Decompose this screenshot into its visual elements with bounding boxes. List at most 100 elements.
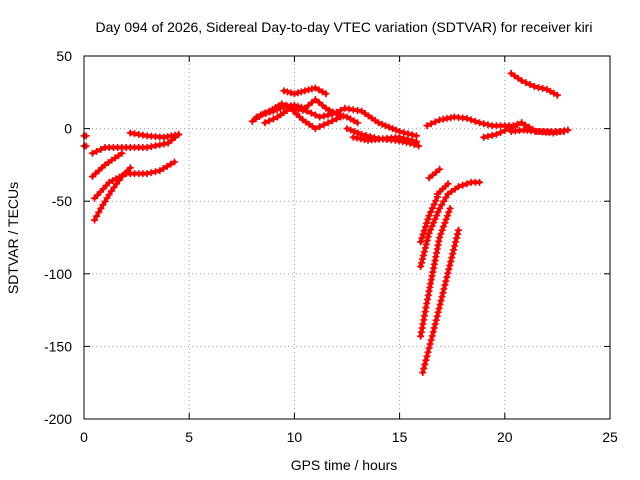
data-point [337,113,345,121]
data-point [152,168,160,176]
data-point [436,301,444,309]
data-point [278,100,286,108]
data-point [442,194,450,202]
plot-traces [80,69,572,377]
data-point [526,81,534,89]
data-point [445,208,453,216]
data-point [325,106,333,114]
data-point [459,181,467,189]
data-point [118,149,126,157]
y-tick-label: -150 [44,338,72,354]
data-point [170,158,178,166]
data-point [88,149,96,157]
data-point [280,87,288,95]
data-point [513,121,521,129]
data-point [444,190,452,198]
data-point [443,212,451,220]
data-point [436,234,444,241]
data-point [328,117,336,125]
data-point [550,89,558,97]
series-track-13 [349,133,420,146]
data-point [358,130,366,138]
data-point [442,277,450,285]
data-point [448,254,456,262]
data-point [95,208,103,216]
data-point [428,332,436,340]
data-point [484,121,492,129]
data-point [449,250,457,258]
series-track-11 [280,84,330,98]
data-point [431,215,439,223]
data-point [143,143,151,151]
data-point [440,197,448,205]
data-point [447,258,455,266]
data-point [147,143,155,151]
data-point [417,263,425,271]
data-point [425,229,433,237]
data-point [295,105,303,113]
series-track-6 [80,132,90,140]
data-point [315,98,323,106]
data-point [415,142,423,150]
data-point [152,142,160,150]
data-point [392,126,400,134]
data-point [421,360,429,368]
data-point [427,226,435,234]
data-point [93,212,101,220]
data-point [160,140,168,148]
data-point [422,240,430,248]
series-line [427,167,442,180]
series-track-1 [88,130,183,157]
data-point [507,69,515,77]
data-point [290,90,298,98]
data-point [484,132,492,140]
x-tick-label: 25 [602,429,618,445]
data-point [347,126,355,134]
data-point [420,227,428,235]
series-track-23 [507,69,561,99]
grid [84,56,610,419]
series-track-19 [433,180,452,198]
data-point [427,120,435,128]
chart-title: Day 094 of 2026, Sidereal Day-to-day VTE… [96,19,593,35]
data-point [315,86,323,94]
data-point [332,115,340,123]
data-point [433,212,441,220]
data-point [248,117,256,125]
data-point [426,340,434,348]
data-point [400,134,408,142]
data-point [261,109,269,117]
data-point [308,85,316,93]
data-point [463,114,471,122]
data-point [375,119,383,127]
data-point [420,364,428,372]
data-point [354,129,362,137]
data-point [435,304,443,312]
data-point [431,118,439,126]
data-point [389,125,397,133]
data-point [432,168,440,176]
data-point [412,138,420,146]
x-tick-label: 20 [497,429,513,445]
series-track-15 [417,178,484,271]
data-point [447,188,455,196]
data-point [430,200,438,208]
data-point [163,162,171,170]
data-point [126,164,134,172]
series-track-18 [425,165,444,182]
data-point [318,101,326,109]
data-point [530,82,538,90]
data-point [419,230,427,238]
data-point [430,219,438,227]
data-point [354,119,362,127]
y-tick-label: -100 [44,266,72,282]
data-point [521,121,529,129]
data-point [175,130,183,138]
data-point [427,208,435,216]
data-point [425,212,433,220]
data-point [438,226,446,234]
data-point [304,86,312,94]
x-tick-label: 0 [80,429,88,445]
data-point [424,348,432,356]
data-point [282,101,290,109]
